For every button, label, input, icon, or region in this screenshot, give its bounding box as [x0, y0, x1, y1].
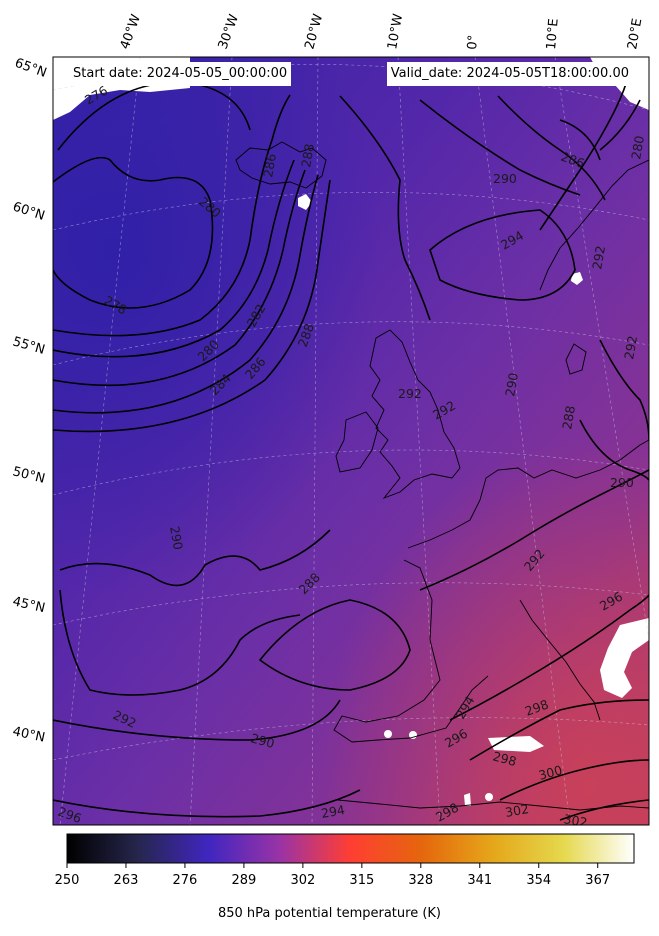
contour-label: 290 [502, 371, 521, 397]
latitude-label: 55°N [11, 334, 47, 357]
start-date-label: Start date: 2024-05-05_00:00:00 [69, 62, 292, 86]
latitude-label: 40°N [11, 724, 46, 745]
colorbar-tick-label: 315 [349, 873, 374, 888]
contour-label: 290 [167, 525, 186, 551]
longitude-label: 10°W [385, 13, 406, 51]
coast-ireland [335, 411, 379, 473]
latitude-label: 60°N [11, 200, 47, 224]
contour-label: 292 [398, 386, 422, 401]
contour-label: 298 [491, 748, 518, 769]
contour-label: 294 [320, 802, 346, 821]
map-frame [52, 56, 650, 826]
coast-iceland [235, 141, 327, 189]
coast-italy [519, 599, 601, 721]
longitude-labels: 40°W 30°W 20°W 10°W 0° 10°E 20°E [118, 12, 646, 51]
contour-label: 292 [621, 334, 640, 360]
warm-air-region [53, 57, 649, 825]
colorbar-tick-label: 250 [55, 873, 80, 888]
contour-label: 290 [493, 171, 517, 186]
contour-label: 296 [56, 804, 84, 826]
contour-label: 288 [559, 404, 578, 430]
valid-date-label: Valid_date: 2024-05-05T18:00:00.00 [386, 62, 633, 86]
latitude-label: 65°N [13, 56, 49, 81]
coast-denmark [565, 343, 587, 375]
latitude-label: 45°N [11, 594, 46, 616]
contour-label: 288 [298, 142, 317, 168]
colorbar-tick-label: 289 [231, 873, 256, 888]
colorbar: 250 263 276 289 302 315 328 341 354 367 [55, 833, 635, 888]
coast-iberia [333, 559, 489, 743]
longitude-label: 20°E [625, 17, 645, 50]
longitude-label: 40°W [118, 12, 144, 51]
contour-label: 302 [562, 811, 588, 830]
colorbar-tick-label: 263 [114, 873, 139, 888]
coastlines [235, 141, 649, 811]
contour-label: 300 [537, 762, 564, 783]
contour-lines [53, 69, 649, 821]
colorbar-tick-label: 354 [526, 873, 551, 888]
colorbar-tick-label: 302 [290, 873, 315, 888]
contour-label: 292 [589, 244, 608, 270]
latitude-label: 50°N [11, 464, 46, 486]
colorbar-tick-label: 328 [408, 873, 433, 888]
contour-label: 290 [610, 475, 634, 490]
longitude-label: 10°E [544, 18, 562, 50]
longitude-label: 0° [465, 34, 481, 50]
contour-label: 286 [260, 152, 279, 178]
contour-label: 280 [628, 134, 647, 160]
coast-europe [407, 439, 649, 549]
colorbar-tick-label: 367 [585, 873, 610, 888]
map-panel: 276 278 280 280 282 284 286 286 288 288 … [53, 57, 649, 830]
colorbar-label: 850 hPa potential temperature (K) [217, 906, 441, 921]
contour-label: 290 [249, 730, 276, 751]
latitude-labels: 65°N 60°N 55°N 50°N 45°N 40°N [11, 56, 49, 746]
coast-scandinavia [539, 159, 649, 291]
colorbar-tick-label: 341 [467, 873, 492, 888]
coast-great-britain [369, 329, 461, 499]
colorbar-ticks: 250 263 276 289 302 315 328 341 354 367 [55, 863, 610, 888]
contour-label: 302 [504, 801, 530, 820]
longitude-label: 20°W [302, 12, 326, 51]
colorbar-tick-label: 276 [173, 873, 198, 888]
colorbar-gradient [66, 833, 635, 864]
longitude-label: 30°W [216, 12, 242, 51]
